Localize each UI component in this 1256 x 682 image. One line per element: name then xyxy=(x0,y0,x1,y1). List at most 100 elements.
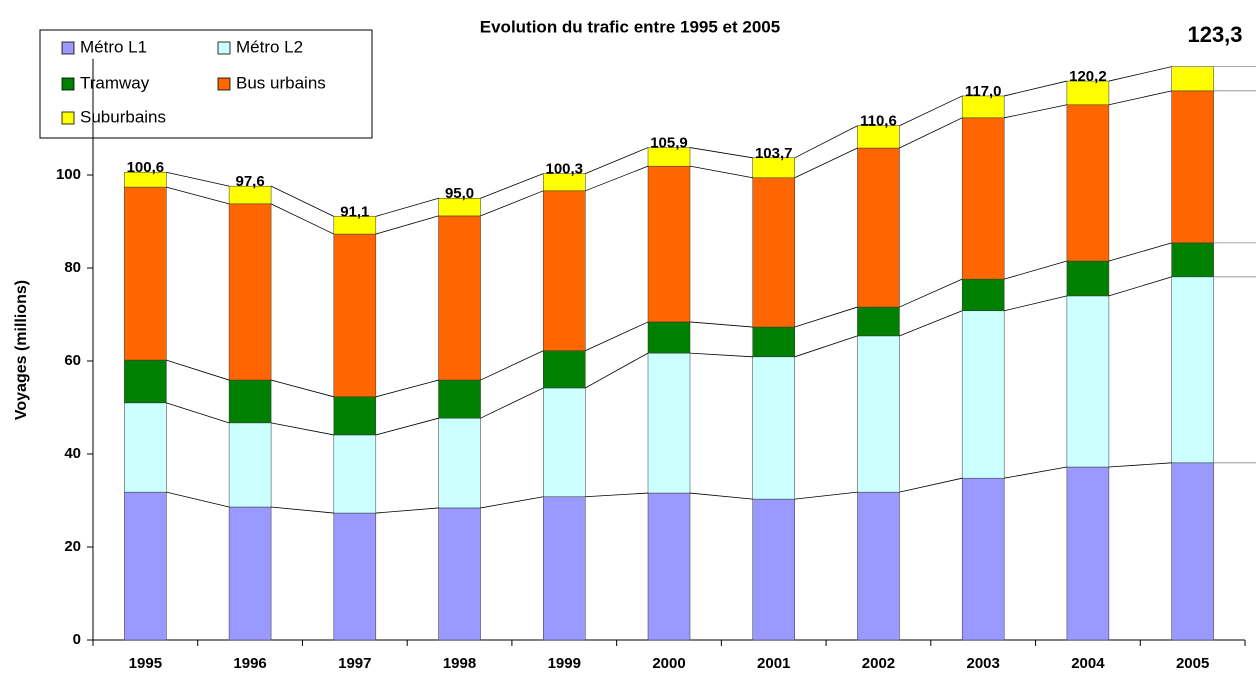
connector-line xyxy=(271,422,334,436)
connector-line xyxy=(1108,276,1172,297)
legend-box xyxy=(39,29,373,139)
bar-segment xyxy=(438,215,481,381)
x-tick-label: 1996 xyxy=(233,655,266,672)
bar-segment xyxy=(752,498,795,641)
total-label: 91,1 xyxy=(340,203,369,220)
connector-line xyxy=(899,278,963,308)
connector-line xyxy=(375,197,439,217)
connector-line xyxy=(1004,466,1067,479)
bar-segment xyxy=(857,491,900,641)
legend-swatch xyxy=(61,111,75,125)
connector-line xyxy=(585,492,649,498)
bar-segment xyxy=(752,326,795,358)
bar-segment xyxy=(1066,104,1110,262)
connector-line xyxy=(689,352,753,358)
connector-line xyxy=(1108,462,1172,468)
x-tick-label: 1995 xyxy=(129,655,162,672)
bar-segment xyxy=(438,379,481,419)
connector-line xyxy=(270,379,334,398)
y-tick-label: 0 xyxy=(73,631,81,648)
connector-line xyxy=(794,335,858,358)
bar-segment xyxy=(333,512,377,641)
legend-label: Tramway xyxy=(80,73,150,92)
bar-segment xyxy=(961,477,1005,641)
connector-line xyxy=(899,117,963,149)
connector-line xyxy=(480,387,544,419)
legend-label: Métro L2 xyxy=(236,37,303,56)
connector-line xyxy=(1108,242,1172,262)
legend-label: Suburbains xyxy=(80,107,166,126)
x-tick-label: 2003 xyxy=(966,655,999,672)
bar-segment xyxy=(961,310,1005,479)
connector-line xyxy=(689,321,753,328)
bar-segment xyxy=(438,198,481,217)
bar-segment xyxy=(1171,90,1214,244)
connector-line xyxy=(899,477,963,493)
bar-segment xyxy=(228,506,272,641)
total-label: 95,0 xyxy=(445,185,474,202)
bar-segment xyxy=(857,125,900,149)
connector-line xyxy=(585,352,649,389)
bar-segment xyxy=(1171,66,1214,92)
total-label: 105,9 xyxy=(650,135,688,152)
x-tick-label: 2005 xyxy=(1176,655,1209,672)
bar-segment xyxy=(647,352,691,494)
legend-swatch xyxy=(61,77,75,91)
connector-line xyxy=(585,321,649,352)
bar-segment xyxy=(333,233,377,398)
bar-segment xyxy=(857,335,900,493)
bar-segment xyxy=(333,396,377,436)
connector-line xyxy=(794,306,858,328)
x-tick-label: 2002 xyxy=(862,655,895,672)
bar-segment xyxy=(1171,276,1214,464)
connector-line xyxy=(689,147,753,159)
bar-segment xyxy=(543,350,586,389)
connector-line xyxy=(166,186,230,205)
connector-line xyxy=(1108,66,1172,82)
total-label: 100,6 xyxy=(127,159,165,176)
legend-swatch xyxy=(217,41,231,55)
total-label: 120,2 xyxy=(1069,68,1107,85)
bar-segment xyxy=(647,165,691,323)
x-tick-label: 1997 xyxy=(338,655,371,672)
legend-swatch xyxy=(61,41,75,55)
connector-line xyxy=(1004,260,1068,280)
bar-segment xyxy=(752,157,795,179)
bar-segment xyxy=(961,117,1005,280)
legend-label: Métro L1 xyxy=(80,37,147,56)
x-tick-label: 2001 xyxy=(757,655,790,672)
connector-line xyxy=(585,165,649,192)
connector-line xyxy=(166,402,230,424)
bar-segment xyxy=(857,147,900,308)
bar-segment xyxy=(961,278,1005,312)
connector-line xyxy=(585,147,649,174)
connector-line xyxy=(166,171,230,187)
bar-segment xyxy=(647,321,691,354)
connector-line xyxy=(899,95,963,127)
connector-line xyxy=(689,492,753,500)
total-label: 110,6 xyxy=(860,113,897,130)
bar-segment xyxy=(1066,295,1110,468)
bar-segment xyxy=(647,492,691,641)
bar-segment xyxy=(857,306,900,337)
connector-line xyxy=(794,491,858,500)
x-tick-label: 1999 xyxy=(548,655,581,672)
bar-segment xyxy=(1066,466,1110,641)
bar-segment xyxy=(752,177,795,328)
total-label: 117,0 xyxy=(965,83,1002,100)
connector-line xyxy=(270,203,334,235)
bar-segment xyxy=(1171,242,1214,278)
connector-line xyxy=(375,507,439,514)
bar-segment xyxy=(647,147,691,167)
x-tick-label: 2000 xyxy=(652,655,685,672)
legend-label: Bus urbains xyxy=(236,73,326,92)
bar-segment xyxy=(228,203,272,381)
bar-segment xyxy=(124,402,167,493)
bar-segment xyxy=(124,491,167,641)
bar-segment xyxy=(438,507,481,641)
bar-segment xyxy=(543,496,586,641)
y-tick-label: 40 xyxy=(64,445,81,462)
bar-segment xyxy=(124,186,167,361)
total-label: 97,6 xyxy=(235,173,264,190)
